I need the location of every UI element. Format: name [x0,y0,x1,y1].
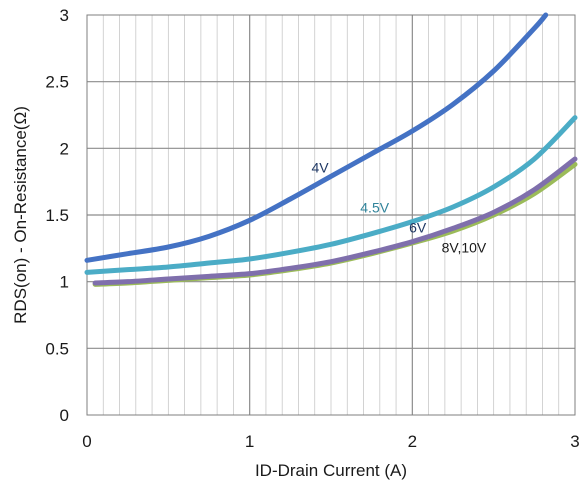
y-tick-label: 0.5 [45,339,69,358]
plot-frame [86,14,576,416]
series-line-4v [84,12,549,263]
series-label-8v-10v: 8V,10V [442,239,487,255]
series-layer [84,12,578,287]
y-tick-label: 0 [60,406,69,425]
series-label-4v: 4V [311,159,329,175]
grid [87,15,575,415]
y-axis-title: RDS(on) - On-Resistance(Ω) [11,106,30,324]
series-line-6v [92,156,578,286]
x-tick-label: 0 [82,432,91,451]
y-tick-label: 2 [60,139,69,158]
series-labels: 4V 4.5V 6V 8V,10V [311,159,486,255]
y-tick-label: 1.5 [45,206,69,225]
x-axis-title: ID-Drain Current (A) [255,461,407,480]
series-line-4-5v [84,115,578,275]
x-tick-labels: 0 1 2 3 [82,432,579,451]
x-tick-label: 1 [245,432,254,451]
y-tick-label: 2.5 [45,73,69,92]
y-tick-label: 1 [60,273,69,292]
x-tick-label: 2 [408,432,417,451]
y-tick-labels: 0 0.5 1 1.5 2 2.5 3 [45,6,69,425]
x-tick-label: 3 [570,432,579,451]
series-label-6v: 6V [409,219,427,235]
y-tick-label: 3 [60,6,69,25]
series-label-4-5v: 4.5V [360,199,389,215]
